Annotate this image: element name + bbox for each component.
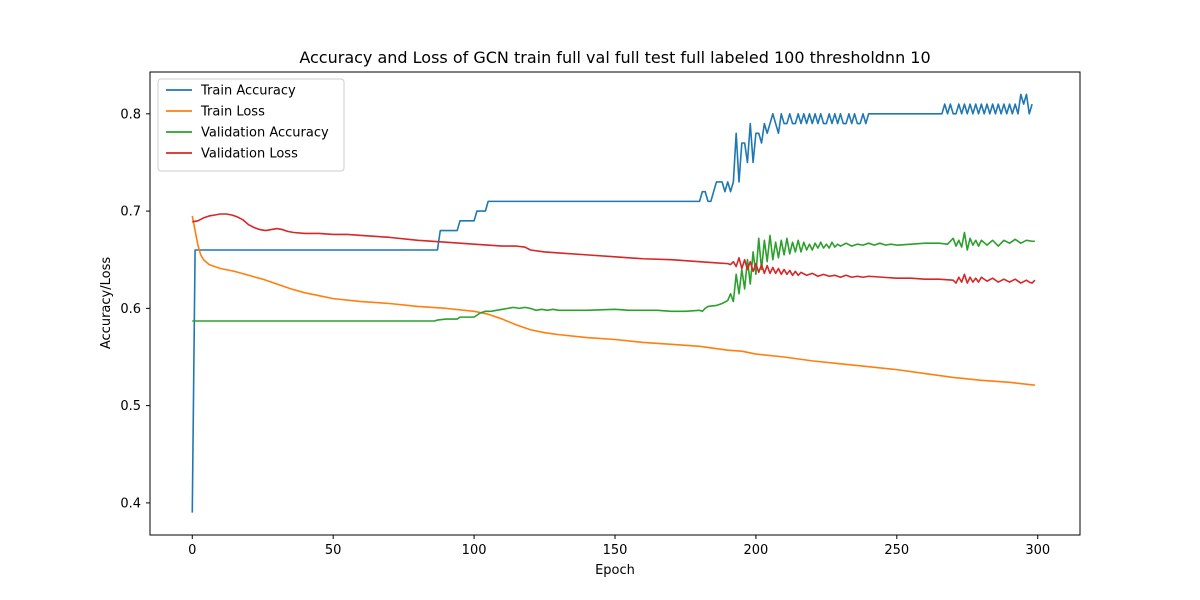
x-tick-label: 250 — [884, 543, 909, 558]
x-tick-label: 150 — [603, 543, 628, 558]
legend-label: Train Accuracy — [200, 84, 296, 99]
legend-item: Validation Loss — [166, 147, 298, 162]
y-tick-label: 0.6 — [120, 302, 141, 317]
y-axis: 0.4 0.5 0.6 0.7 0.8 — [120, 107, 150, 511]
chart-title: Accuracy and Loss of GCN train full val … — [299, 48, 930, 67]
series-line-train-accuracy — [191, 93, 1033, 513]
series-line-validation-loss — [192, 213, 1036, 284]
legend: Train Accuracy Train Loss Validation Accur… — [157, 78, 345, 172]
series-group — [191, 93, 1036, 513]
x-tick-label: 200 — [743, 543, 768, 558]
series-line-train-loss — [191, 215, 1036, 387]
x-tick-label: 0 — [188, 543, 196, 558]
legend-item: Train Loss — [166, 105, 265, 120]
y-tick-label: 0.5 — [120, 399, 141, 414]
y-axis-label: Accuracy/Loss — [99, 257, 114, 349]
x-tick-label: 100 — [462, 543, 487, 558]
y-tick-label: 0.4 — [120, 496, 141, 511]
legend-label: Train Loss — [200, 105, 265, 120]
y-tick-label: 0.8 — [120, 107, 141, 122]
legend-label: Validation Accuracy — [201, 126, 329, 141]
legend-item: Validation Accuracy — [166, 126, 329, 141]
x-axis: 0 50 100 150 200 250 300 — [188, 535, 1050, 558]
x-tick-label: 50 — [325, 543, 342, 558]
legend-box — [157, 78, 345, 172]
legend-item: Train Accuracy — [166, 84, 296, 99]
x-tick-label: 300 — [1025, 543, 1050, 558]
legend-label: Validation Loss — [201, 147, 298, 162]
series-line-validation-accuracy — [192, 231, 1035, 322]
y-tick-label: 0.7 — [120, 205, 141, 220]
x-axis-label: Epoch — [595, 563, 635, 578]
